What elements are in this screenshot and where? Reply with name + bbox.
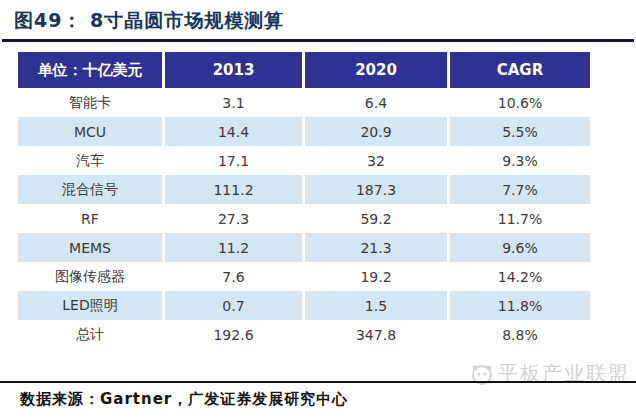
cell-2013: 14.4 xyxy=(165,117,302,146)
table-row: LED照明 0.7 1.5 11.8% xyxy=(18,291,590,320)
cell-2013: 0.7 xyxy=(165,291,302,320)
header-2013: 2013 xyxy=(165,52,302,88)
cell-category: LED照明 xyxy=(18,291,162,320)
cell-2020: 32 xyxy=(305,146,447,175)
cell-cagr: 7.7% xyxy=(450,175,590,204)
header-unit: 单位：十亿美元 xyxy=(18,52,162,88)
table-row: 图像传感器 7.6 19.2 14.2% xyxy=(18,262,590,291)
cell-cagr: 8.8% xyxy=(450,320,590,349)
table-row: MEMS 11.2 21.3 9.6% xyxy=(18,233,590,262)
header-2020: 2020 xyxy=(305,52,447,88)
table-row: MCU 14.4 20.9 5.5% xyxy=(18,117,590,146)
figure-title: 图49： 8寸晶圆市场规模测算 xyxy=(14,8,284,34)
cell-category: 图像传感器 xyxy=(18,262,162,291)
cell-2020: 347.8 xyxy=(305,320,447,349)
table-row: RF 27.3 59.2 11.7% xyxy=(18,204,590,233)
cell-cagr: 11.7% xyxy=(450,204,590,233)
title-divider xyxy=(2,39,634,42)
header-cagr: CAGR xyxy=(450,52,590,88)
cell-2013: 17.1 xyxy=(165,146,302,175)
cell-2013: 11.2 xyxy=(165,233,302,262)
cell-category: 智能卡 xyxy=(18,88,162,117)
table-header-row: 单位：十亿美元 2013 2020 CAGR xyxy=(18,52,590,88)
cell-2013: 7.6 xyxy=(165,262,302,291)
table-row-total: 总计 192.6 347.8 8.8% xyxy=(18,320,590,349)
cell-category: MCU xyxy=(18,117,162,146)
market-size-table: 单位：十亿美元 2013 2020 CAGR 智能卡 3.1 6.4 10.6%… xyxy=(18,52,587,349)
cell-cagr: 5.5% xyxy=(450,117,590,146)
cell-category: RF xyxy=(18,204,162,233)
cell-2020: 59.2 xyxy=(305,204,447,233)
cell-2013: 3.1 xyxy=(165,88,302,117)
cell-2020: 187.3 xyxy=(305,175,447,204)
cell-2020: 19.2 xyxy=(305,262,447,291)
cell-cagr: 11.8% xyxy=(450,291,590,320)
cell-cagr: 9.3% xyxy=(450,146,590,175)
cell-cagr: 9.6% xyxy=(450,233,590,262)
cell-2013: 27.3 xyxy=(165,204,302,233)
cell-2013: 192.6 xyxy=(165,320,302,349)
data-source-note: 数据来源：Gartner，广发证券发展研究中心 xyxy=(20,390,348,409)
cell-2020: 1.5 xyxy=(305,291,447,320)
cell-category: MEMS xyxy=(18,233,162,262)
cell-category: 汽车 xyxy=(18,146,162,175)
cell-cagr: 10.6% xyxy=(450,88,590,117)
cell-2020: 20.9 xyxy=(305,117,447,146)
table-row: 混合信号 111.2 187.3 7.7% xyxy=(18,175,590,204)
cell-category: 混合信号 xyxy=(18,175,162,204)
footer-divider xyxy=(0,381,636,383)
cell-2020: 21.3 xyxy=(305,233,447,262)
table-row: 汽车 17.1 32 9.3% xyxy=(18,146,590,175)
cell-2013: 111.2 xyxy=(165,175,302,204)
cell-category: 总计 xyxy=(18,320,162,349)
report-figure: 图49： 8寸晶圆市场规模测算 单位：十亿美元 2013 2020 CAGR 智… xyxy=(0,0,636,419)
table-row: 智能卡 3.1 6.4 10.6% xyxy=(18,88,590,117)
cell-cagr: 14.2% xyxy=(450,262,590,291)
cell-2020: 6.4 xyxy=(305,88,447,117)
